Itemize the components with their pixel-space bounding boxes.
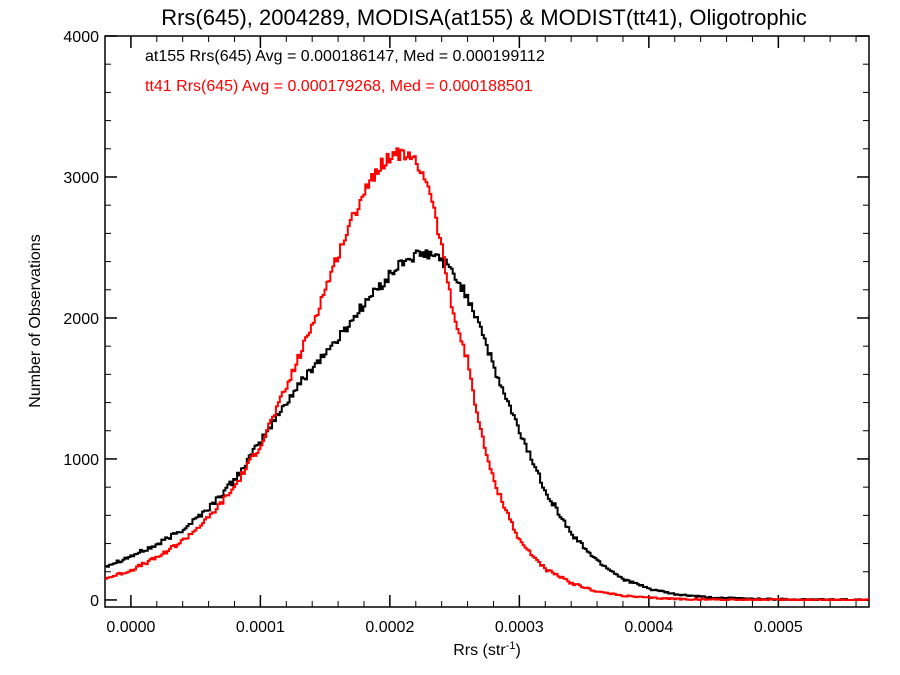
x-tick-label: 0.0004 — [624, 619, 673, 636]
series-line-0 — [105, 249, 869, 601]
x-axis-label: Rrs (str-1) — [453, 640, 521, 659]
annotation-tt41: tt41 Rrs(645) Avg = 0.000179268, Med = 0… — [145, 78, 533, 95]
y-axis: 0 1000 2000 3000 4000 — [63, 29, 869, 610]
x-axis: 0.0000 0.0001 0.0002 0.0003 0.0004 0.0005 — [106, 36, 857, 636]
x-axis-label-main: Rrs (str — [453, 642, 506, 659]
x-tick-label: 0.0002 — [365, 619, 414, 636]
series-line-1 — [105, 147, 870, 601]
y-tick-label: 4000 — [63, 29, 99, 46]
plot-frame — [104, 35, 870, 608]
y-axis-label: Number of Observations — [27, 234, 44, 407]
annotation-at155: at155 Rrs(645) Avg = 0.000186147, Med = … — [145, 48, 545, 65]
x-tick-label: 0.0000 — [106, 619, 155, 636]
y-tick-label: 2000 — [63, 311, 99, 328]
y-tick-label: 3000 — [63, 170, 99, 187]
x-tick-label: 0.0001 — [236, 619, 285, 636]
x-tick-label: 0.0003 — [495, 619, 544, 636]
x-axis-label-sup: -1 — [506, 640, 516, 652]
x-axis-label-close: ) — [515, 642, 520, 659]
x-tick-label: 0.0005 — [754, 619, 803, 636]
chart-title: Rrs(645), 2004289, MODISA(at155) & MODIS… — [161, 5, 807, 30]
series-group — [105, 147, 870, 601]
y-tick-label: 1000 — [63, 452, 99, 469]
y-tick-label: 0 — [90, 593, 99, 610]
